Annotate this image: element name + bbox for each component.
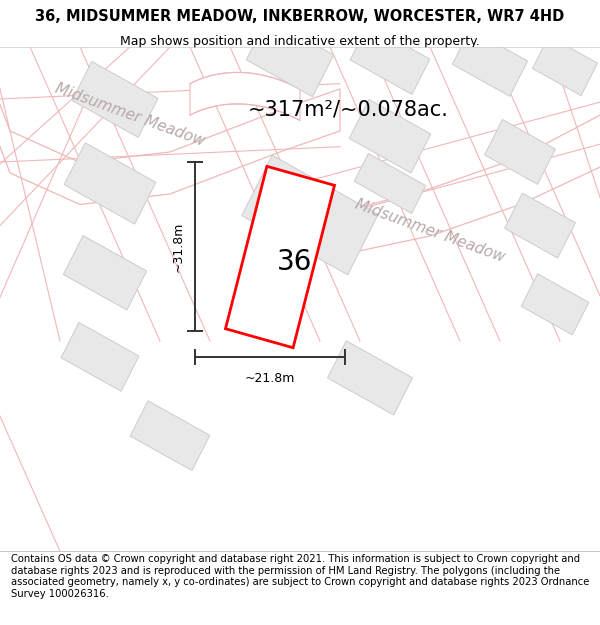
- Polygon shape: [270, 110, 600, 257]
- Polygon shape: [505, 193, 575, 258]
- Polygon shape: [452, 29, 527, 96]
- Text: ~31.8m: ~31.8m: [172, 221, 185, 272]
- Polygon shape: [354, 154, 426, 213]
- Text: 36: 36: [277, 248, 313, 276]
- Polygon shape: [247, 18, 334, 97]
- Text: Midsummer Meadow: Midsummer Meadow: [53, 81, 207, 149]
- Text: ~21.8m: ~21.8m: [245, 372, 295, 384]
- Polygon shape: [64, 236, 146, 310]
- Polygon shape: [190, 72, 300, 121]
- Polygon shape: [349, 99, 431, 173]
- Polygon shape: [226, 166, 335, 348]
- Polygon shape: [521, 274, 589, 335]
- Text: ~317m²/~0.078ac.: ~317m²/~0.078ac.: [248, 100, 449, 120]
- Polygon shape: [242, 155, 378, 275]
- Text: Midsummer Meadow: Midsummer Meadow: [353, 197, 507, 265]
- Polygon shape: [350, 24, 430, 94]
- Text: Contains OS data © Crown copyright and database right 2021. This information is : Contains OS data © Crown copyright and d…: [11, 554, 589, 599]
- Polygon shape: [485, 119, 556, 184]
- Polygon shape: [64, 143, 156, 224]
- Polygon shape: [328, 341, 412, 415]
- Polygon shape: [130, 401, 210, 471]
- Polygon shape: [0, 78, 340, 204]
- Polygon shape: [72, 61, 158, 138]
- Text: 36, MIDSUMMER MEADOW, INKBERROW, WORCESTER, WR7 4HD: 36, MIDSUMMER MEADOW, INKBERROW, WORCEST…: [35, 9, 565, 24]
- Text: Map shows position and indicative extent of the property.: Map shows position and indicative extent…: [120, 35, 480, 48]
- Polygon shape: [61, 322, 139, 391]
- Polygon shape: [533, 36, 598, 96]
